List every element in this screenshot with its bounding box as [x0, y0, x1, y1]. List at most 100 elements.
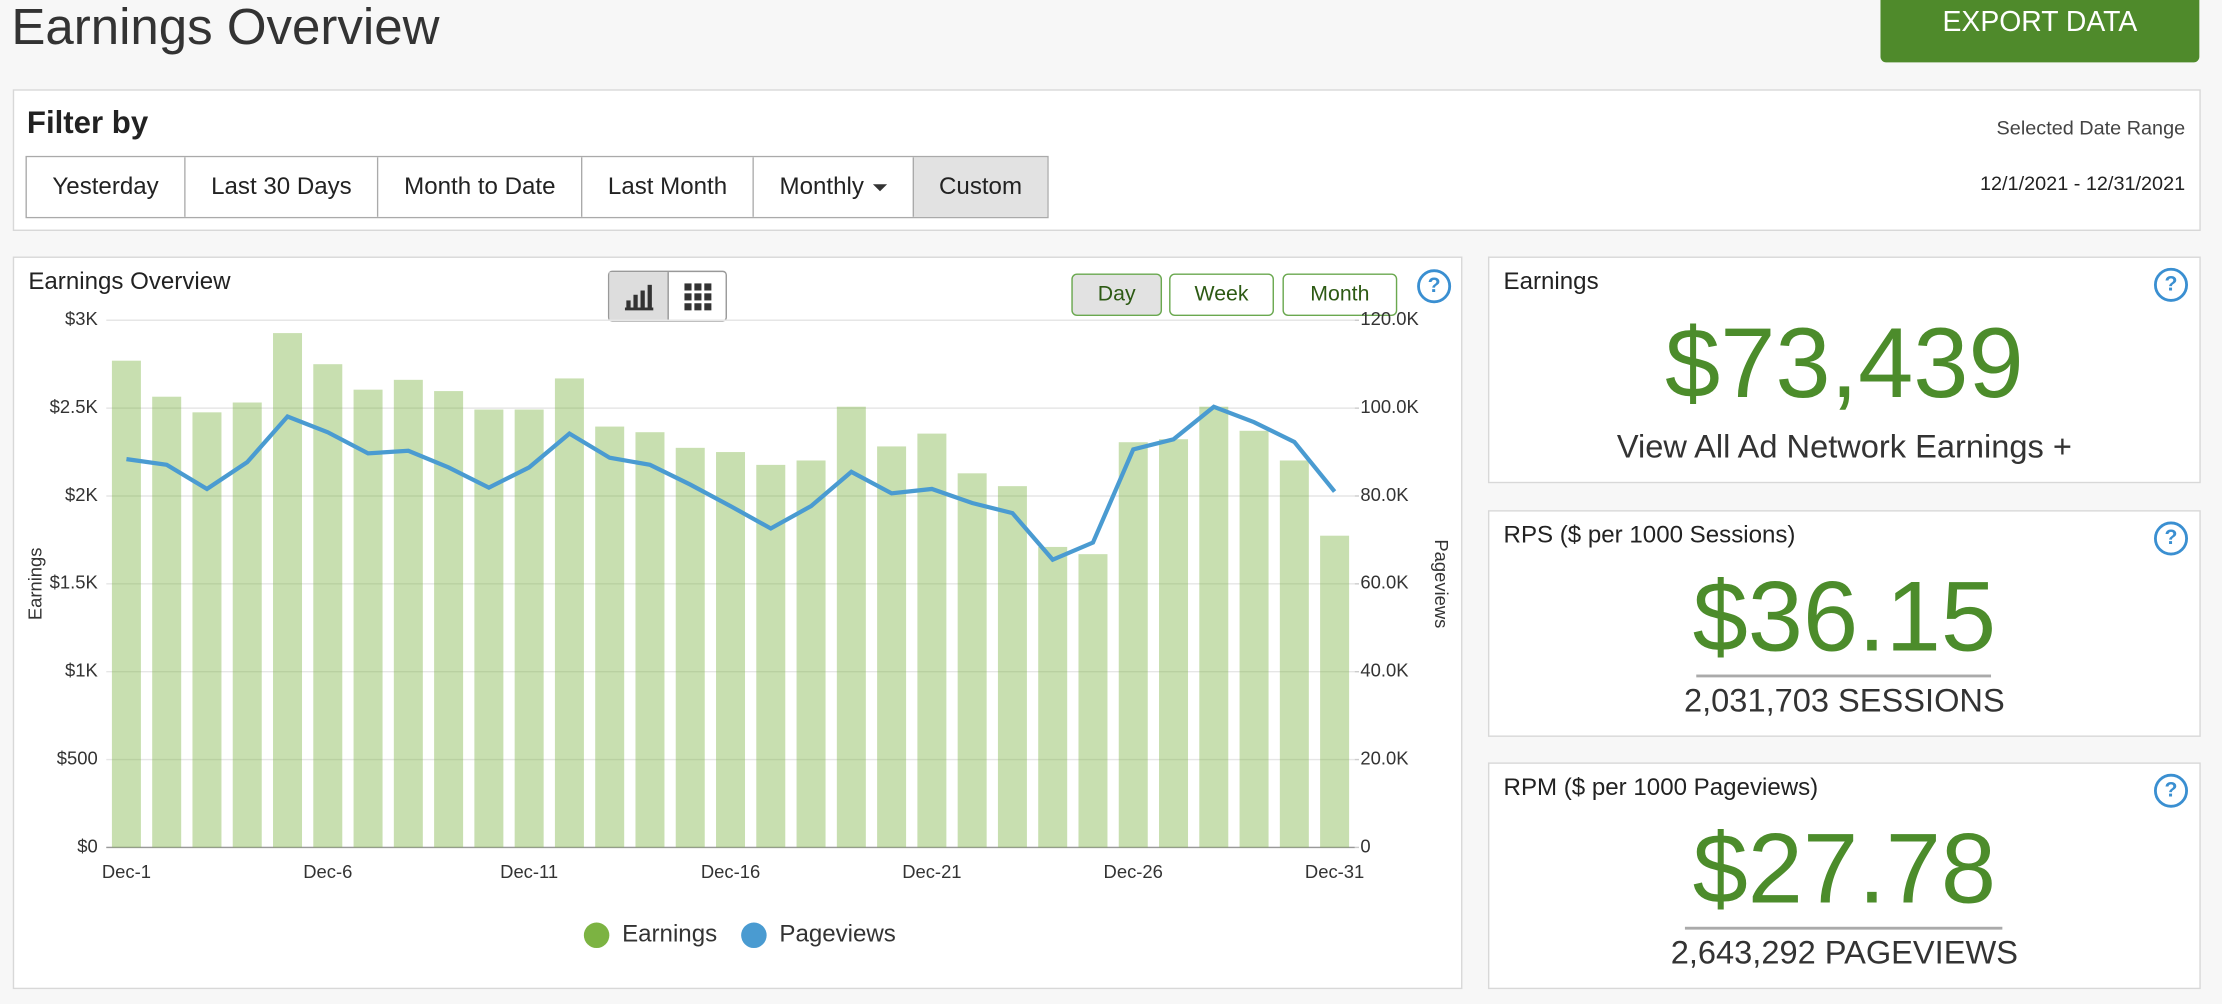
y-tick-label: 20.0K	[1360, 747, 1409, 768]
y-tick-label: $1K	[65, 660, 98, 681]
filter-title: Filter by	[26, 104, 149, 141]
card-value: $73,439	[1665, 307, 2024, 419]
legend-marker	[741, 922, 767, 949]
period-button[interactable]: Day	[1071, 273, 1163, 317]
filter-buttons: Yesterday Last 30 Days Month to Date Las…	[25, 155, 1049, 219]
filter-button[interactable]: Last 30 Days	[185, 157, 379, 217]
bar	[192, 412, 222, 848]
card-sub: 2,031,703 SESSIONS	[1684, 681, 2005, 719]
bar	[273, 333, 303, 848]
dropdown-label: Monthly	[779, 172, 864, 200]
card-title: Earnings	[1503, 267, 1599, 295]
period-button[interactable]: Month	[1282, 273, 1398, 317]
bar-view-button[interactable]	[609, 272, 669, 321]
bar	[997, 486, 1027, 848]
divider	[1696, 674, 1992, 678]
x-tick-label: Dec-16	[701, 861, 760, 882]
y-tick-label: 120.0K	[1360, 308, 1419, 329]
bar	[1118, 442, 1148, 848]
line	[126, 404, 1337, 563]
bar	[1320, 535, 1350, 848]
y-tick-label: $2K	[65, 484, 98, 505]
bar	[957, 473, 987, 848]
y-tick-label: $3K	[65, 308, 98, 329]
rps-card: RPS ($ per 1000 Sessions) ? $36.15 2,031…	[1487, 510, 2201, 737]
bar-icon	[624, 284, 654, 311]
help-icon[interactable]: ?	[2153, 267, 2189, 302]
bar	[1239, 430, 1269, 848]
chart: $0 $500 $1K $1.5K $2K $2.5K $3K 0 20.0K 40.0K 60.0…	[25, 308, 1452, 949]
bar	[635, 432, 665, 848]
bar	[514, 409, 544, 848]
x-tick-label: Dec-26	[1104, 861, 1163, 882]
card-value: $36.15	[1692, 561, 1997, 672]
period-button[interactable]: Week	[1169, 273, 1274, 317]
filter-button[interactable]: Month to Date	[378, 157, 583, 217]
help-icon[interactable]: ?	[2153, 773, 2189, 808]
y-tick-label: 0	[1360, 835, 1370, 856]
y-tick-label: $0	[77, 835, 97, 856]
export-button[interactable]: EXPORT DATA	[1880, 0, 2200, 63]
help-icon[interactable]: ?	[2153, 521, 2189, 556]
x-tick-label: Dec-6	[303, 861, 352, 882]
bar	[877, 446, 907, 848]
x-tick-label: Dec-11	[500, 861, 558, 882]
filter-button[interactable]: Yesterday	[26, 157, 186, 217]
filter-button[interactable]: Last Month	[582, 157, 755, 217]
y-tick-label: $1.5K	[50, 572, 99, 593]
x-tick-label: Dec-31	[1305, 861, 1364, 882]
y-tick-label: 40.0K	[1360, 660, 1409, 681]
grid-icon	[684, 283, 712, 311]
rpm-card: RPM ($ per 1000 Pageviews) ? $27.78 2,64…	[1487, 762, 2201, 990]
bar	[1078, 554, 1108, 848]
view-toggle	[607, 270, 727, 322]
divider	[1684, 926, 2003, 930]
bar	[796, 460, 826, 848]
bar	[232, 402, 262, 848]
filter-dropdown[interactable]: Monthly	[754, 157, 914, 217]
earnings-card: Earnings ? $73,439 View All Ad Network E…	[1487, 256, 2201, 484]
page-title: Earnings Overview	[11, 0, 440, 56]
bar	[1038, 546, 1068, 848]
bar	[675, 447, 705, 848]
card-value: $27.78	[1692, 813, 1997, 924]
y-tick-label: $500	[57, 747, 98, 768]
card-title: RPS ($ per 1000 Sessions)	[1503, 521, 1796, 549]
bar	[474, 409, 504, 848]
bar	[434, 391, 464, 848]
bar	[393, 379, 423, 848]
y-tick-label: 100.0K	[1360, 396, 1419, 417]
chart-panel: Earnings Overview Day Week Month ? $0 $50…	[12, 256, 1463, 990]
bar	[716, 452, 746, 848]
legend-marker	[583, 922, 610, 949]
card-link[interactable]: View All Ad Network Earnings +	[1616, 427, 2072, 465]
x-tick-label: Dec-1	[102, 861, 151, 882]
grid-view-button[interactable]	[669, 272, 726, 320]
help-icon[interactable]: ?	[1417, 269, 1452, 304]
y-tick-label: 80.0K	[1360, 484, 1409, 505]
y-tick-label: $2.5K	[50, 396, 99, 417]
y2-axis-title: Pageviews	[1431, 539, 1452, 628]
chart-title: Earnings Overview	[28, 267, 231, 295]
bar	[1159, 439, 1189, 848]
legend-label: Pageviews	[779, 921, 895, 948]
date-range: 12/1/2021 - 12/31/2021	[1979, 171, 2186, 195]
bar	[353, 389, 383, 848]
bar	[1279, 460, 1309, 848]
filter-button[interactable]: Custom	[913, 157, 1048, 217]
bar	[595, 426, 625, 848]
y-axis-title: Earnings	[25, 548, 46, 621]
y-tick-label: 60.0K	[1360, 572, 1409, 593]
card-sub: 2,643,292 PAGEVIEWS	[1670, 933, 2018, 971]
bar	[1199, 406, 1229, 848]
legend-label: Earnings	[622, 921, 717, 948]
bar	[917, 433, 947, 848]
bar	[313, 364, 343, 848]
caret	[872, 184, 887, 192]
bar	[554, 378, 584, 848]
card-title: RPM ($ per 1000 Pageviews)	[1503, 773, 1819, 801]
date-range-label: Selected Date Range	[1996, 116, 2186, 139]
x-tick-label: Dec-21	[902, 861, 961, 882]
bar	[111, 360, 141, 848]
